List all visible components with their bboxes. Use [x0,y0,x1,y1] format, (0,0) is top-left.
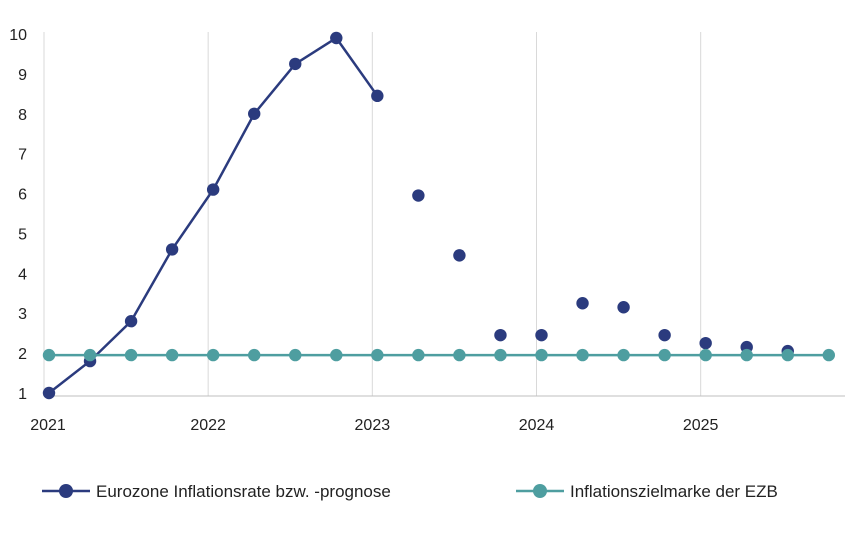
legend-marker [59,484,73,498]
series-2 [42,348,835,362]
y-tick-label: 9 [18,67,27,84]
data-point [740,348,753,362]
x-tick-label: 2022 [190,417,226,434]
data-point [124,348,138,362]
data-point [453,249,466,262]
data-point [42,386,56,400]
series-1 [42,31,794,400]
data-point [453,348,466,362]
x-tick-label: 2025 [683,417,719,434]
legend-item-2: Inflationszielmarke der EZB [516,482,778,501]
data-point [699,348,712,362]
legend: Eurozone Inflationsrate bzw. -prognose In… [42,482,778,501]
data-point [165,243,179,256]
data-point [535,348,548,362]
data-point [617,348,630,362]
data-point [42,348,56,362]
data-point [248,348,261,362]
x-tick-label: 2024 [519,417,555,434]
series [42,31,835,400]
data-point [658,348,671,362]
data-point [576,348,589,362]
y-tick-label: 4 [18,266,27,283]
y-tick-label: 8 [18,107,27,124]
data-point [371,348,384,362]
data-point [289,348,302,362]
y-tick-label: 3 [18,306,27,323]
data-point [289,57,302,71]
y-tick-label: 6 [18,187,27,204]
y-tick-label: 10 [9,27,27,44]
y-tick-label: 2 [18,346,27,363]
y-tick-label: 5 [18,226,27,243]
legend-label: Eurozone Inflationsrate bzw. -prognose [96,482,391,501]
legend-label: Inflationszielmarke der EZB [570,482,778,501]
legend-item-1: Eurozone Inflationsrate bzw. -prognose [42,482,391,501]
data-point [248,107,261,120]
data-point [206,183,220,196]
data-point [494,348,507,362]
data-point [535,328,548,342]
y-tick-label: 7 [18,147,27,164]
data-point [124,315,138,328]
x-tick-labels: 2021 2022 2023 2024 2025 [30,417,718,434]
data-point [371,89,384,103]
axes [43,32,845,397]
legend-marker [533,484,547,498]
y-tick-labels: 1 2 3 4 5 6 7 8 9 10 [9,27,27,403]
data-point [412,189,425,202]
data-point [412,348,425,362]
x-tick-label: 2023 [355,417,391,434]
data-point [83,348,97,362]
data-point [494,328,507,342]
data-point [330,31,343,45]
grid-lines [207,32,702,396]
data-point [330,348,343,362]
data-point [576,297,589,310]
data-point [617,301,630,314]
y-tick-label: 1 [18,386,27,403]
data-point [165,348,179,362]
data-point [206,348,220,362]
data-point [822,348,835,362]
data-point [699,336,712,350]
x-tick-label: 2021 [30,417,66,434]
data-point [658,328,671,342]
series-line [48,36,379,394]
data-point [781,348,794,362]
